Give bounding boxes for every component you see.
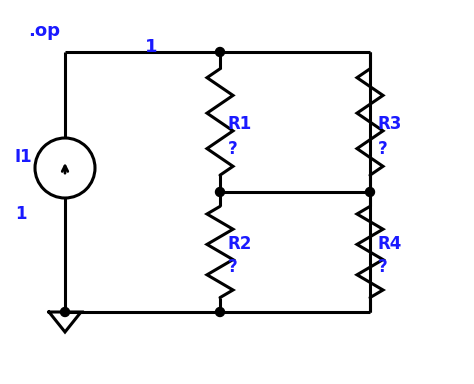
Text: R1: R1 — [228, 115, 252, 133]
Circle shape — [61, 308, 70, 316]
Circle shape — [365, 187, 374, 197]
Text: ?: ? — [378, 140, 388, 158]
Text: ?: ? — [228, 140, 238, 158]
Text: 1: 1 — [145, 38, 157, 56]
Text: 1: 1 — [15, 205, 27, 223]
Text: R4: R4 — [378, 235, 402, 253]
Circle shape — [216, 187, 225, 197]
Text: R2: R2 — [228, 235, 252, 253]
Text: I1: I1 — [15, 148, 33, 166]
Text: R3: R3 — [378, 115, 402, 133]
Circle shape — [216, 48, 225, 56]
Text: ?: ? — [378, 258, 388, 276]
Text: ?: ? — [228, 258, 238, 276]
Circle shape — [216, 308, 225, 316]
Text: .op: .op — [28, 22, 60, 40]
